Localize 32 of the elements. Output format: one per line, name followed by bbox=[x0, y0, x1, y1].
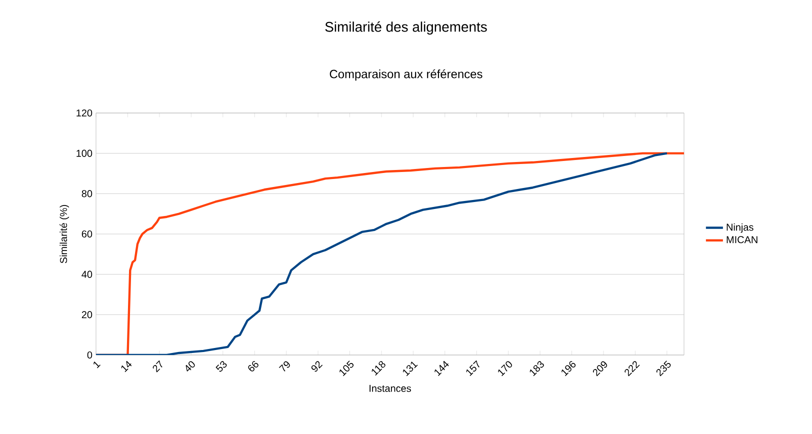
y-tick-label: 60 bbox=[82, 230, 92, 238]
x-tick-label: 235 bbox=[656, 360, 671, 376]
x-tick-label: 66 bbox=[248, 361, 258, 372]
y-tick-label: 20 bbox=[82, 311, 92, 318]
x-tick-label: 118 bbox=[372, 361, 386, 376]
x-tick-label: 157 bbox=[466, 360, 480, 376]
legend-label: Ninjas bbox=[726, 223, 754, 233]
x-tick-label: 131 bbox=[402, 362, 418, 376]
x-tick-label: 14 bbox=[121, 360, 132, 372]
x-tick-label: 209 bbox=[592, 361, 608, 376]
x-tick-label: 183 bbox=[530, 361, 544, 376]
y-tick-label: 120 bbox=[76, 109, 92, 117]
chart-subtitle: Comparaison aux références bbox=[330, 69, 482, 81]
chart-title: Similarité des alignements bbox=[325, 21, 487, 35]
legend-label: MICAN bbox=[726, 236, 758, 244]
x-tick-label: 92 bbox=[311, 361, 323, 372]
x-tick-label: 196 bbox=[562, 361, 576, 376]
y-tick-label: 80 bbox=[82, 190, 92, 198]
x-tick-label: 105 bbox=[340, 360, 354, 376]
x-tick-label: 27 bbox=[152, 360, 162, 372]
y-tick-label: 100 bbox=[76, 150, 92, 157]
y-axis-title: Similarité (%) bbox=[60, 205, 70, 264]
x-tick-label: 144 bbox=[434, 360, 449, 376]
x-tick-label: 170 bbox=[498, 361, 512, 376]
y-tick-label: 40 bbox=[82, 270, 92, 278]
x-tick-label: 1 bbox=[94, 362, 101, 368]
x-tick-label: 222 bbox=[624, 361, 640, 376]
x-tick-label: 53 bbox=[216, 361, 227, 372]
x-tick-label: 40 bbox=[186, 361, 195, 372]
x-axis-title: Instances bbox=[370, 384, 411, 392]
y-tick-label: 0 bbox=[87, 351, 92, 359]
x-tick-label: 79 bbox=[278, 361, 290, 372]
